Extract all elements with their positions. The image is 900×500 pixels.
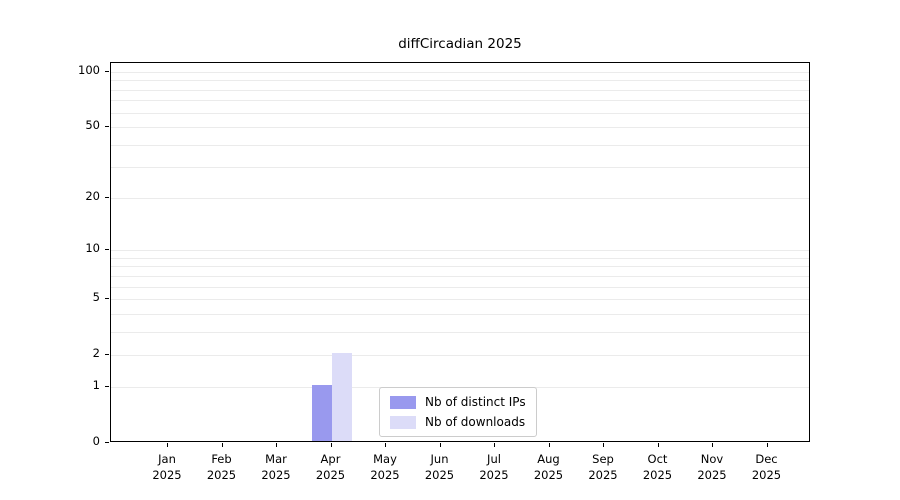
x-tick-year: 2025 [370, 468, 400, 483]
legend-swatch [390, 415, 416, 429]
y-tick-label: 20 [85, 189, 100, 204]
chart-title: diffCircadian 2025 [398, 36, 522, 52]
y-tick-mark [105, 386, 109, 388]
x-tick-mark [439, 443, 441, 447]
x-tick-mark [766, 443, 768, 447]
gridline [111, 275, 809, 277]
gridline [111, 198, 809, 200]
y-tick-label: 5 [92, 290, 100, 304]
gridline [111, 313, 809, 315]
y-tick-label: 100 [78, 63, 100, 77]
gridline [111, 266, 809, 268]
x-tick-month: Apr [320, 452, 341, 466]
x-tick-mark [494, 443, 495, 447]
bar-nb-of-distinct-ips [311, 385, 332, 441]
x-tick-month: Mar [265, 452, 287, 466]
x-tick-mark [385, 443, 386, 447]
x-tick-month: Aug [537, 452, 560, 466]
x-tick-year: 2025 [315, 468, 346, 483]
y-tick-mark [105, 249, 109, 251]
x-tick-label: Sep 2025 [575, 451, 631, 483]
x-tick-mark [548, 443, 550, 447]
legend-label: Nb of distinct IPs [425, 395, 526, 409]
gridline [111, 126, 809, 128]
legend-entry: Nb of downloads [390, 415, 526, 429]
gridline [111, 89, 809, 91]
x-tick-mark [712, 443, 713, 447]
x-tick-label: Jan 2025 [139, 451, 195, 483]
x-tick-year: 2025 [261, 468, 291, 483]
legend-entry: Nb of distinct IPs [390, 395, 526, 409]
x-tick-month: Jun [430, 452, 449, 466]
x-tick-year: 2025 [642, 468, 673, 483]
x-tick-year: 2025 [533, 468, 564, 483]
x-tick-month: Jul [487, 452, 501, 466]
x-tick-label: Oct 2025 [630, 451, 686, 483]
x-tick-mark [603, 443, 604, 447]
x-tick-year: 2025 [424, 468, 455, 483]
x-tick-mark [657, 443, 659, 447]
gridline [111, 354, 809, 356]
x-tick-label: Feb 2025 [194, 451, 250, 483]
gridline [111, 250, 809, 252]
legend: Nb of distinct IPs Nb of downloads [379, 387, 537, 437]
gridline [111, 100, 809, 102]
x-tick-year: 2025 [479, 468, 509, 483]
x-tick-month: Sep [592, 452, 614, 466]
x-tick-month: Dec [755, 452, 778, 466]
x-tick-label: Aug 2025 [521, 451, 577, 483]
x-tick-year: 2025 [697, 468, 727, 483]
gridline [111, 331, 809, 333]
x-tick-year: 2025 [152, 468, 182, 483]
y-tick-label: 1 [92, 378, 100, 393]
x-tick-mark [330, 443, 332, 447]
x-tick-month: Nov [700, 452, 724, 466]
gridline [111, 80, 809, 82]
x-tick-year: 2025 [206, 468, 237, 483]
y-tick-label: 2 [92, 345, 100, 360]
y-tick-mark [105, 125, 109, 127]
y-tick-mark [105, 71, 109, 72]
gridline [111, 257, 809, 259]
y-tick-mark [105, 298, 109, 299]
y-tick-mark [105, 353, 109, 355]
x-tick-label: Jul 2025 [466, 451, 522, 483]
y-tick-mark [105, 197, 109, 199]
y-tick-label: 0 [92, 434, 100, 448]
gridline [111, 112, 809, 114]
bars-layer [111, 63, 809, 441]
y-tick-label: 10 [85, 241, 100, 256]
x-tick-mark [276, 443, 277, 447]
x-tick-month: Oct [647, 452, 668, 466]
x-tick-year: 2025 [751, 468, 782, 483]
gridlines-layer [111, 63, 809, 441]
y-tick-label: 50 [85, 117, 100, 132]
legend-swatch [390, 395, 416, 409]
plot-area: Nb of distinct IPs Nb of downloads [110, 62, 810, 442]
x-tick-label: Apr 2025 [303, 451, 359, 483]
gridline [111, 72, 809, 73]
x-tick-month: May [373, 452, 397, 466]
x-tick-label: May 2025 [357, 451, 413, 483]
gridline [111, 144, 809, 146]
gridline [111, 167, 809, 168]
x-tick-mark [221, 443, 223, 447]
bar-nb-of-downloads [331, 352, 352, 441]
x-tick-month: Jan [158, 452, 176, 466]
x-tick-label: Nov 2025 [684, 451, 740, 483]
x-tick-month: Feb [211, 452, 232, 466]
x-tick-label: Jun 2025 [412, 451, 468, 483]
gridline [111, 299, 809, 300]
x-tick-label: Dec 2025 [739, 451, 795, 483]
x-tick-year: 2025 [588, 468, 618, 483]
x-tick-mark [167, 443, 168, 447]
y-tick-mark [105, 442, 109, 443]
gridline [111, 286, 809, 288]
x-tick-label: Mar 2025 [248, 451, 304, 483]
legend-label: Nb of downloads [425, 415, 526, 429]
